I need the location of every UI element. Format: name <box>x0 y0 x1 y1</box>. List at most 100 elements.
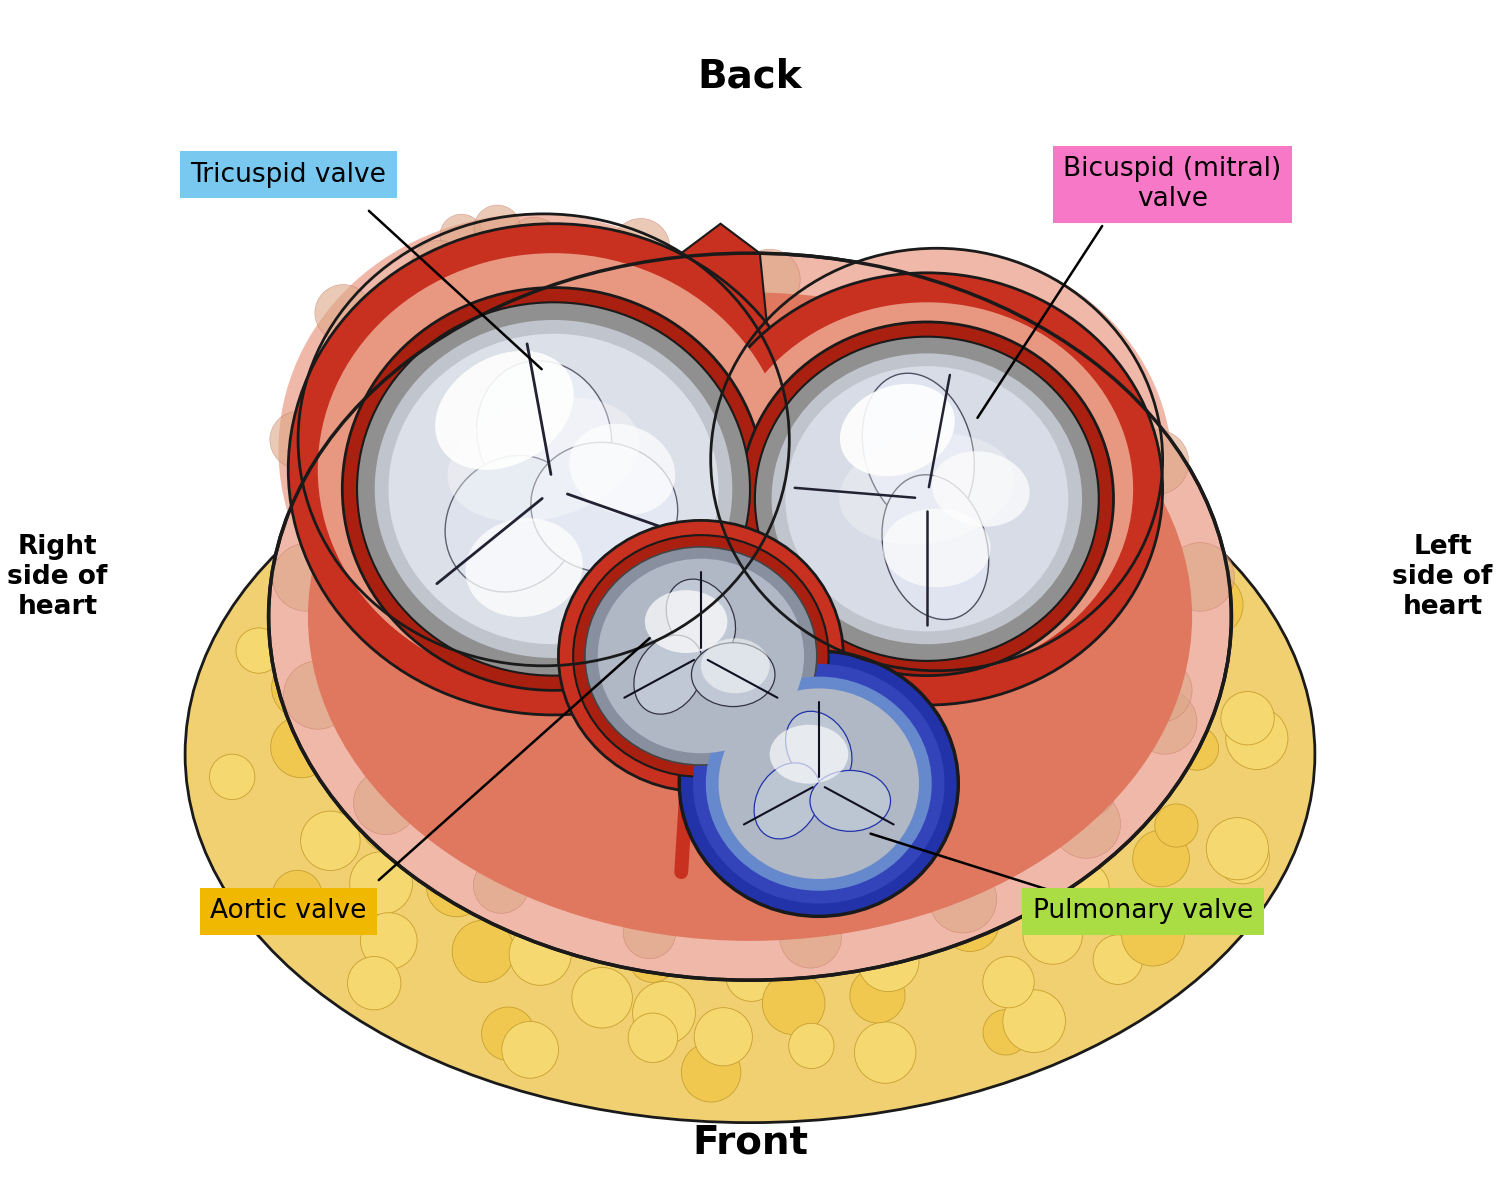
Circle shape <box>1053 657 1114 718</box>
Circle shape <box>981 780 1030 830</box>
Circle shape <box>808 868 871 930</box>
Circle shape <box>1032 600 1090 660</box>
Circle shape <box>1094 935 1143 984</box>
Circle shape <box>474 205 520 251</box>
Circle shape <box>628 1013 678 1063</box>
Circle shape <box>525 486 588 548</box>
Circle shape <box>1013 827 1074 887</box>
Text: Right
side of
heart: Right side of heart <box>8 534 108 620</box>
Circle shape <box>706 825 764 882</box>
Circle shape <box>1048 758 1112 819</box>
Circle shape <box>1084 486 1148 548</box>
Circle shape <box>452 920 514 983</box>
Circle shape <box>273 543 340 612</box>
Ellipse shape <box>375 320 732 658</box>
Circle shape <box>928 865 996 932</box>
Ellipse shape <box>279 214 789 686</box>
Ellipse shape <box>700 248 1173 691</box>
Circle shape <box>586 431 640 485</box>
Circle shape <box>1119 582 1167 631</box>
Circle shape <box>396 634 448 686</box>
Circle shape <box>1010 703 1077 770</box>
Circle shape <box>982 956 1035 1008</box>
Circle shape <box>1155 804 1198 847</box>
Circle shape <box>273 870 322 919</box>
Circle shape <box>850 968 904 1023</box>
Circle shape <box>980 528 1041 590</box>
Circle shape <box>858 930 920 991</box>
Circle shape <box>270 412 327 468</box>
Circle shape <box>910 372 963 424</box>
Circle shape <box>891 332 960 400</box>
Circle shape <box>430 761 494 825</box>
Circle shape <box>726 950 777 1002</box>
Text: Back: Back <box>698 57 802 96</box>
Circle shape <box>362 794 419 852</box>
Ellipse shape <box>465 518 582 616</box>
Circle shape <box>780 906 842 968</box>
Circle shape <box>765 306 832 373</box>
Circle shape <box>316 637 368 687</box>
Circle shape <box>1062 761 1116 816</box>
Text: Aortic valve: Aortic valve <box>210 899 366 924</box>
Ellipse shape <box>692 643 776 706</box>
Circle shape <box>1122 904 1185 966</box>
Circle shape <box>1126 587 1176 636</box>
Ellipse shape <box>771 353 1082 644</box>
Circle shape <box>574 607 632 664</box>
Ellipse shape <box>477 360 612 511</box>
Circle shape <box>440 214 483 257</box>
Circle shape <box>756 394 816 454</box>
Circle shape <box>1180 573 1244 637</box>
Text: Tricuspid valve: Tricuspid valve <box>190 162 386 188</box>
Text: Pulmonary valve: Pulmonary valve <box>1034 899 1252 924</box>
Circle shape <box>442 493 498 549</box>
Circle shape <box>506 218 562 275</box>
Polygon shape <box>681 224 780 616</box>
Circle shape <box>1082 478 1140 536</box>
Ellipse shape <box>786 366 1068 631</box>
Circle shape <box>622 906 675 959</box>
Circle shape <box>1023 905 1083 965</box>
Circle shape <box>306 531 356 581</box>
Circle shape <box>356 371 399 415</box>
Circle shape <box>592 809 644 859</box>
Ellipse shape <box>570 424 675 515</box>
Circle shape <box>1052 790 1120 858</box>
Circle shape <box>1113 528 1167 582</box>
Circle shape <box>236 628 282 673</box>
Circle shape <box>532 906 576 949</box>
Circle shape <box>368 595 428 655</box>
Circle shape <box>590 504 651 566</box>
Circle shape <box>384 535 447 598</box>
Circle shape <box>663 864 730 932</box>
Circle shape <box>992 430 1053 492</box>
Circle shape <box>550 345 618 413</box>
Circle shape <box>420 633 478 692</box>
Circle shape <box>566 525 609 570</box>
Circle shape <box>1130 660 1192 722</box>
Circle shape <box>322 543 368 588</box>
Circle shape <box>1216 831 1269 883</box>
Circle shape <box>1004 990 1065 1052</box>
Circle shape <box>441 846 489 893</box>
Circle shape <box>656 482 712 537</box>
Ellipse shape <box>840 384 956 476</box>
Circle shape <box>435 449 489 503</box>
Circle shape <box>927 442 972 487</box>
Ellipse shape <box>700 638 770 693</box>
Ellipse shape <box>184 385 1316 1123</box>
Circle shape <box>370 676 426 733</box>
Circle shape <box>270 716 332 778</box>
Ellipse shape <box>840 433 1014 545</box>
Ellipse shape <box>318 254 789 686</box>
Circle shape <box>476 573 524 620</box>
Circle shape <box>304 382 361 439</box>
Circle shape <box>669 302 726 360</box>
Ellipse shape <box>446 455 579 593</box>
Circle shape <box>855 923 909 979</box>
Circle shape <box>807 512 859 564</box>
Circle shape <box>669 387 726 445</box>
Circle shape <box>1062 863 1108 911</box>
Ellipse shape <box>720 303 1132 675</box>
